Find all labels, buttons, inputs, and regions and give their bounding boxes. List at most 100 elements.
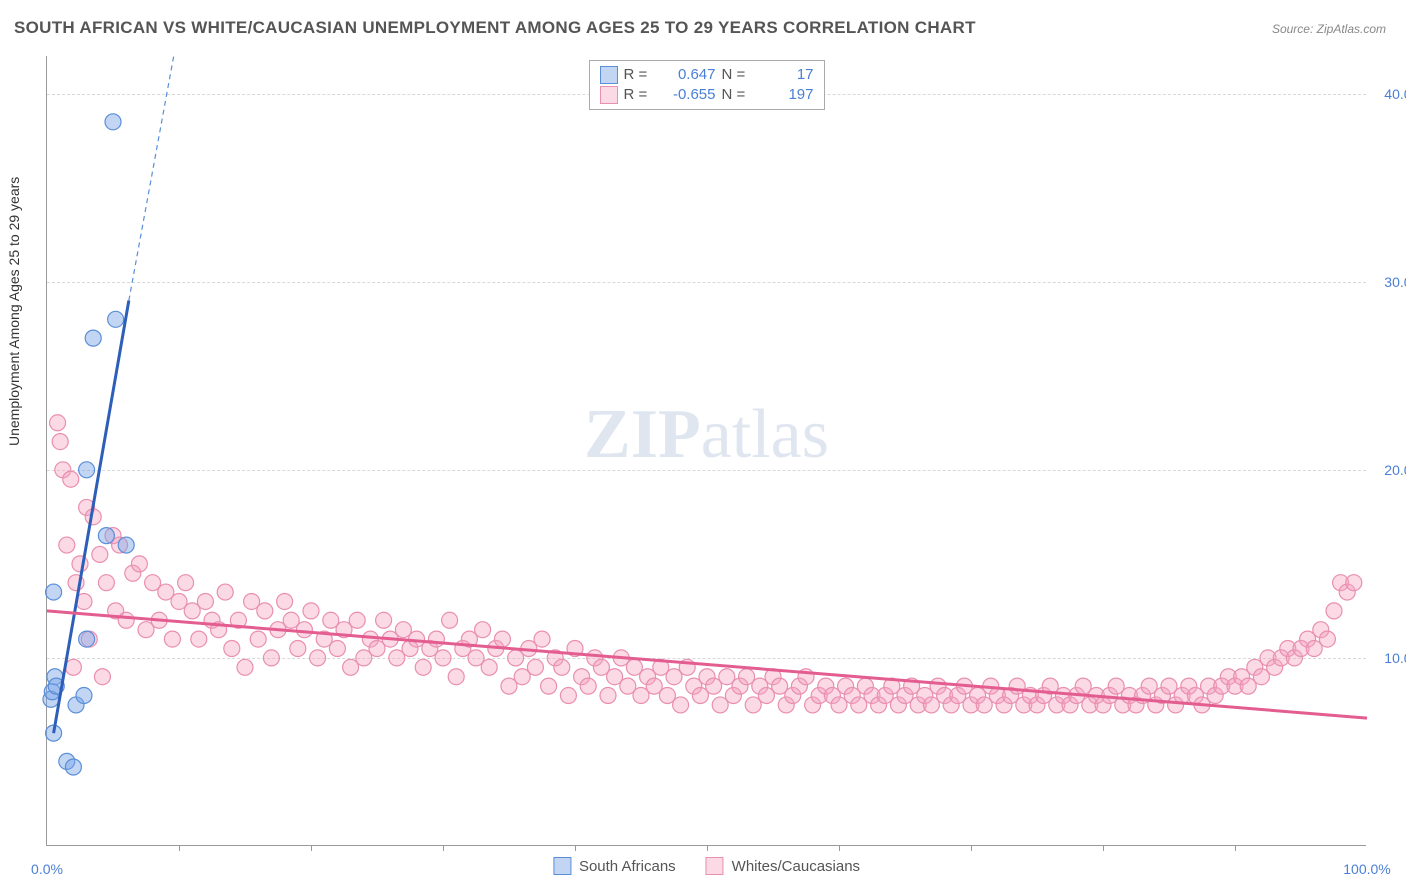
data-point — [94, 669, 110, 685]
swatch-blue — [600, 66, 618, 84]
data-point — [63, 471, 79, 487]
data-point — [481, 659, 497, 675]
data-point — [435, 650, 451, 666]
data-point — [79, 631, 95, 647]
chart-plot-area: ZIPatlas R = 0.647 N = 17 R = -0.655 N =… — [46, 56, 1366, 846]
source-attribution: Source: ZipAtlas.com — [1272, 22, 1386, 36]
data-point — [534, 631, 550, 647]
legend-n-label: N = — [722, 65, 750, 85]
y-tick-label: 10.0% — [1374, 650, 1406, 666]
x-minor-tick — [839, 845, 840, 851]
data-point — [250, 631, 266, 647]
data-point — [415, 659, 431, 675]
data-point — [554, 659, 570, 675]
data-point — [560, 688, 576, 704]
data-point — [673, 697, 689, 713]
legend-stats: R = 0.647 N = 17 R = -0.655 N = 197 — [589, 60, 825, 110]
legend-n-value-blue: 17 — [756, 65, 814, 85]
data-point — [52, 434, 68, 450]
data-point — [164, 631, 180, 647]
legend-r-value-blue: 0.647 — [658, 65, 716, 85]
swatch-pink — [706, 857, 724, 875]
x-minor-tick — [575, 845, 576, 851]
data-point — [296, 622, 312, 638]
data-point — [303, 603, 319, 619]
data-point — [290, 641, 306, 657]
legend-item-pink: Whites/Caucasians — [706, 857, 860, 875]
data-point — [108, 311, 124, 327]
data-point — [224, 641, 240, 657]
data-point — [600, 688, 616, 704]
x-minor-tick — [971, 845, 972, 851]
legend-n-value-pink: 197 — [756, 85, 814, 105]
data-point — [118, 612, 134, 628]
data-point — [1326, 603, 1342, 619]
trend-line-extrapolated — [129, 56, 174, 301]
data-point — [118, 537, 134, 553]
x-minor-tick — [1235, 845, 1236, 851]
data-point — [65, 659, 81, 675]
data-point — [263, 650, 279, 666]
data-point — [46, 584, 62, 600]
y-tick-label: 20.0% — [1374, 462, 1406, 478]
data-point — [178, 575, 194, 591]
data-point — [237, 659, 253, 675]
legend-item-blue: South Africans — [553, 857, 676, 875]
legend-label-blue: South Africans — [579, 858, 676, 875]
legend-n-label: N = — [722, 85, 750, 105]
data-point — [98, 575, 114, 591]
x-tick-label: 100.0% — [1343, 861, 1390, 877]
data-point — [448, 669, 464, 685]
data-point — [1346, 575, 1362, 591]
data-point — [50, 415, 66, 431]
y-tick-label: 40.0% — [1374, 86, 1406, 102]
data-point — [79, 462, 95, 478]
x-minor-tick — [179, 845, 180, 851]
data-point — [580, 678, 596, 694]
data-point — [475, 622, 491, 638]
data-point — [428, 631, 444, 647]
data-point — [85, 330, 101, 346]
y-tick-label: 30.0% — [1374, 274, 1406, 290]
data-point — [59, 537, 75, 553]
data-point — [349, 612, 365, 628]
y-axis-label: Unemployment Among Ages 25 to 29 years — [6, 177, 22, 446]
x-minor-tick — [707, 845, 708, 851]
data-point — [277, 593, 293, 609]
trend-line — [54, 301, 129, 734]
data-point — [92, 546, 108, 562]
legend-r-value-pink: -0.655 — [658, 85, 716, 105]
legend-stats-row-pink: R = -0.655 N = 197 — [600, 85, 814, 105]
legend-stats-row-blue: R = 0.647 N = 17 — [600, 65, 814, 85]
data-point — [494, 631, 510, 647]
data-point — [105, 114, 121, 130]
x-minor-tick — [443, 845, 444, 851]
x-tick-label: 0.0% — [31, 861, 63, 877]
data-point — [72, 556, 88, 572]
swatch-pink — [600, 86, 618, 104]
data-point — [541, 678, 557, 694]
data-point — [527, 659, 543, 675]
legend-r-label: R = — [624, 85, 652, 105]
data-point — [310, 650, 326, 666]
data-point — [257, 603, 273, 619]
data-point — [442, 612, 458, 628]
chart-svg — [47, 56, 1366, 845]
x-minor-tick — [1103, 845, 1104, 851]
data-point — [131, 556, 147, 572]
chart-title: SOUTH AFRICAN VS WHITE/CAUCASIAN UNEMPLO… — [14, 18, 976, 38]
data-point — [376, 612, 392, 628]
swatch-blue — [553, 857, 571, 875]
data-point — [217, 584, 233, 600]
data-point — [65, 759, 81, 775]
data-point — [197, 593, 213, 609]
x-minor-tick — [311, 845, 312, 851]
data-point — [98, 528, 114, 544]
legend-label-pink: Whites/Caucasians — [732, 858, 860, 875]
legend-series: South Africans Whites/Caucasians — [553, 857, 860, 875]
data-point — [191, 631, 207, 647]
legend-r-label: R = — [624, 65, 652, 85]
data-point — [76, 688, 92, 704]
data-point — [1319, 631, 1335, 647]
data-point — [329, 641, 345, 657]
